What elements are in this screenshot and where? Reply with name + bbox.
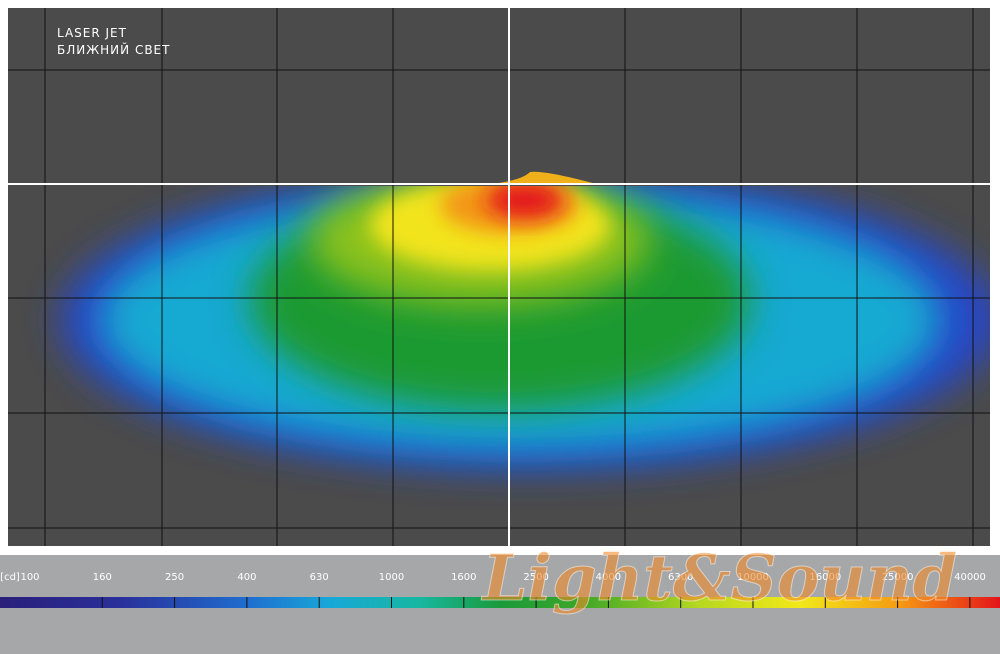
scale-label: 100 [20,572,39,583]
scale-label: 16000 [809,572,841,583]
watermark: Light&Sound [481,541,958,616]
scale-label: 2500 [523,572,548,583]
scale-label: 250 [165,572,184,583]
scale-label: 10000 [737,572,769,583]
title: LASER JET [57,26,127,40]
scale-label: 630 [310,572,329,583]
grid [8,8,990,546]
scale-label: 1600 [451,572,476,583]
color-bar [0,597,1000,608]
scale-label: 400 [237,572,256,583]
subtitle: БЛИЖНИЙ СВЕТ [57,42,170,57]
beam [60,186,990,470]
scale-label: 25000 [882,572,914,583]
scale-label: 4000 [596,572,621,583]
scale-label: 160 [93,572,112,583]
scale-label: 1000 [379,572,404,583]
scale-label: 6300 [668,572,693,583]
scale-ticks: 100 160 250 400 630 1000 1600 2500 4000 6300 10000… [20,572,986,608]
scale-unit: [cd] [0,572,20,583]
scale-label: 40000 [954,572,986,583]
